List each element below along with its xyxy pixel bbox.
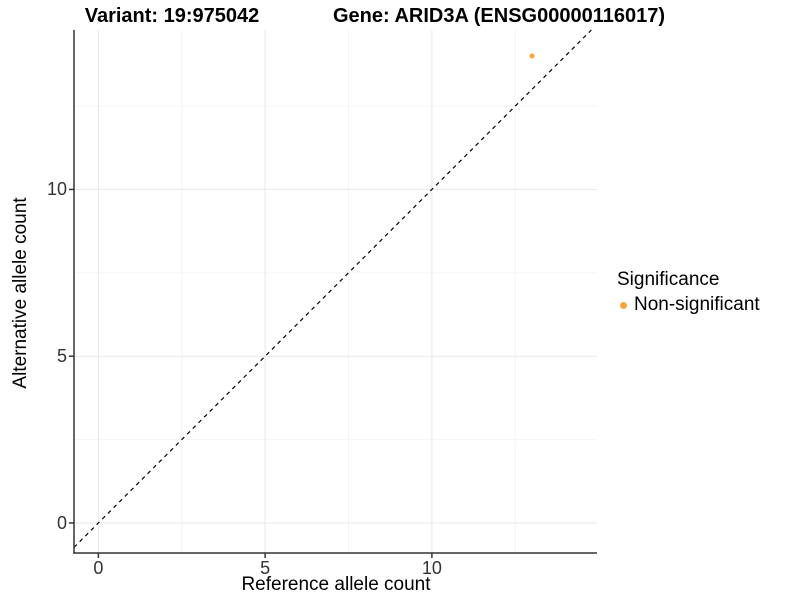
legend-title: Significance <box>617 269 720 290</box>
data-point <box>529 53 535 59</box>
legend-item-label: Non-significant <box>634 294 760 315</box>
x-tick-label: 5 <box>260 558 271 578</box>
legend-item: Non-significant <box>617 294 760 316</box>
x-tick-label: 0 <box>93 558 104 578</box>
legend: Significance Non-significant <box>617 268 760 316</box>
identity-reference-line <box>73 29 592 548</box>
plot-title-variant: Variant: 19:975042 <box>84 5 260 27</box>
y-tick-label: 5 <box>56 346 67 367</box>
y-tick-label: 10 <box>46 179 67 200</box>
y-tick-label: 0 <box>56 512 67 533</box>
legend-point-icon <box>620 301 627 309</box>
x-tick-label: 10 <box>421 558 442 578</box>
x-axis-label: Reference allele count <box>241 574 431 595</box>
plot-title-gene: Gene: ARID3A (ENSG00000116017) <box>332 5 666 27</box>
